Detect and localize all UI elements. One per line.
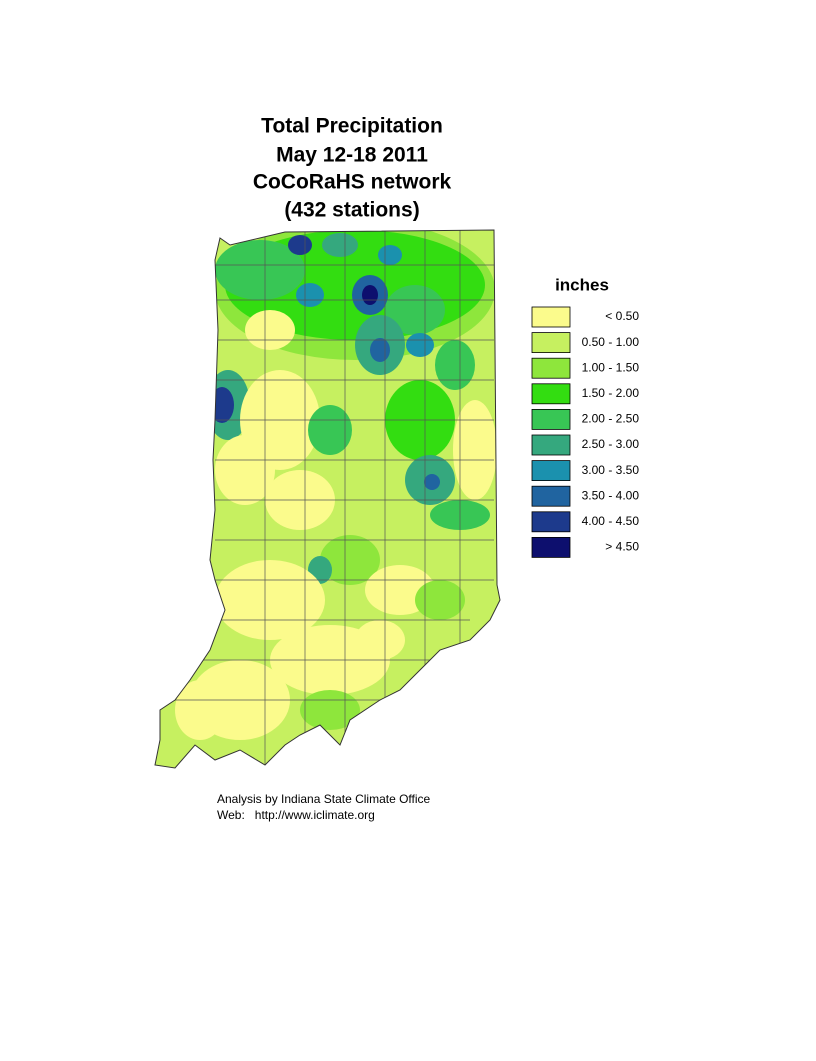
legend-label: 2.50 - 3.00 — [582, 437, 640, 451]
legend-swatch — [531, 357, 571, 379]
precip-contour — [362, 285, 378, 305]
state-outline — [154, 229, 501, 769]
county-borders — [160, 230, 494, 768]
precip-contour — [424, 474, 440, 490]
precip-contour — [406, 333, 434, 357]
legend-label: > 4.50 — [605, 540, 639, 554]
precip-contour — [288, 235, 312, 255]
legend-swatch — [531, 332, 571, 354]
precip-contour — [215, 435, 275, 505]
precip-contour — [245, 310, 295, 350]
legend-label: 4.00 - 4.50 — [582, 514, 640, 528]
precip-contour — [415, 580, 465, 620]
title-line: May 12-18 2011 — [276, 144, 428, 167]
precip-contour — [308, 405, 352, 455]
title-line: Total Precipitation — [261, 115, 443, 138]
precip-contour — [322, 233, 358, 257]
legend-swatch — [531, 434, 571, 456]
legend-label: 1.50 - 2.00 — [582, 386, 640, 400]
precip-contour — [355, 620, 405, 660]
precip-contour — [370, 338, 390, 362]
legend-swatch — [531, 485, 571, 507]
legend-label: 1.00 - 1.50 — [582, 360, 640, 374]
legend-title: inches — [555, 275, 609, 294]
legend-swatch — [531, 408, 571, 430]
legend-label: 2.00 - 2.50 — [582, 412, 640, 426]
legend-label: 3.50 - 4.00 — [582, 488, 640, 502]
precip-contour — [385, 285, 445, 335]
legend-label: 3.00 - 3.50 — [582, 463, 640, 477]
legend-label: < 0.50 — [605, 309, 639, 323]
footer-line: Web: http://www.iclimate.org — [217, 808, 375, 822]
precip-contour — [215, 240, 305, 300]
precip-contour — [175, 680, 225, 740]
footer-line: Analysis by Indiana State Climate Office — [217, 792, 431, 806]
legend-swatch — [531, 383, 571, 405]
precip-contour — [378, 245, 402, 265]
precip-contour — [300, 690, 360, 730]
precip-contour — [296, 283, 324, 307]
precip-contour — [320, 535, 380, 585]
legend-swatch — [531, 306, 571, 328]
precip-contour — [435, 340, 475, 390]
title-line: CoCoRaHS network — [253, 171, 452, 194]
title-line: (432 stations) — [284, 199, 419, 222]
legend-swatch — [531, 511, 571, 533]
legend-label: 0.50 - 1.00 — [582, 335, 640, 349]
legend-swatch — [531, 460, 571, 482]
legend: < 0.50 0.50 - 1.00 1.00 - 1.50 1.50 - 2.00 2… — [531, 306, 640, 558]
precip-contour — [210, 387, 234, 423]
precip-contour — [453, 400, 497, 500]
precipitation-field — [155, 230, 500, 768]
legend-swatch — [531, 537, 571, 558]
